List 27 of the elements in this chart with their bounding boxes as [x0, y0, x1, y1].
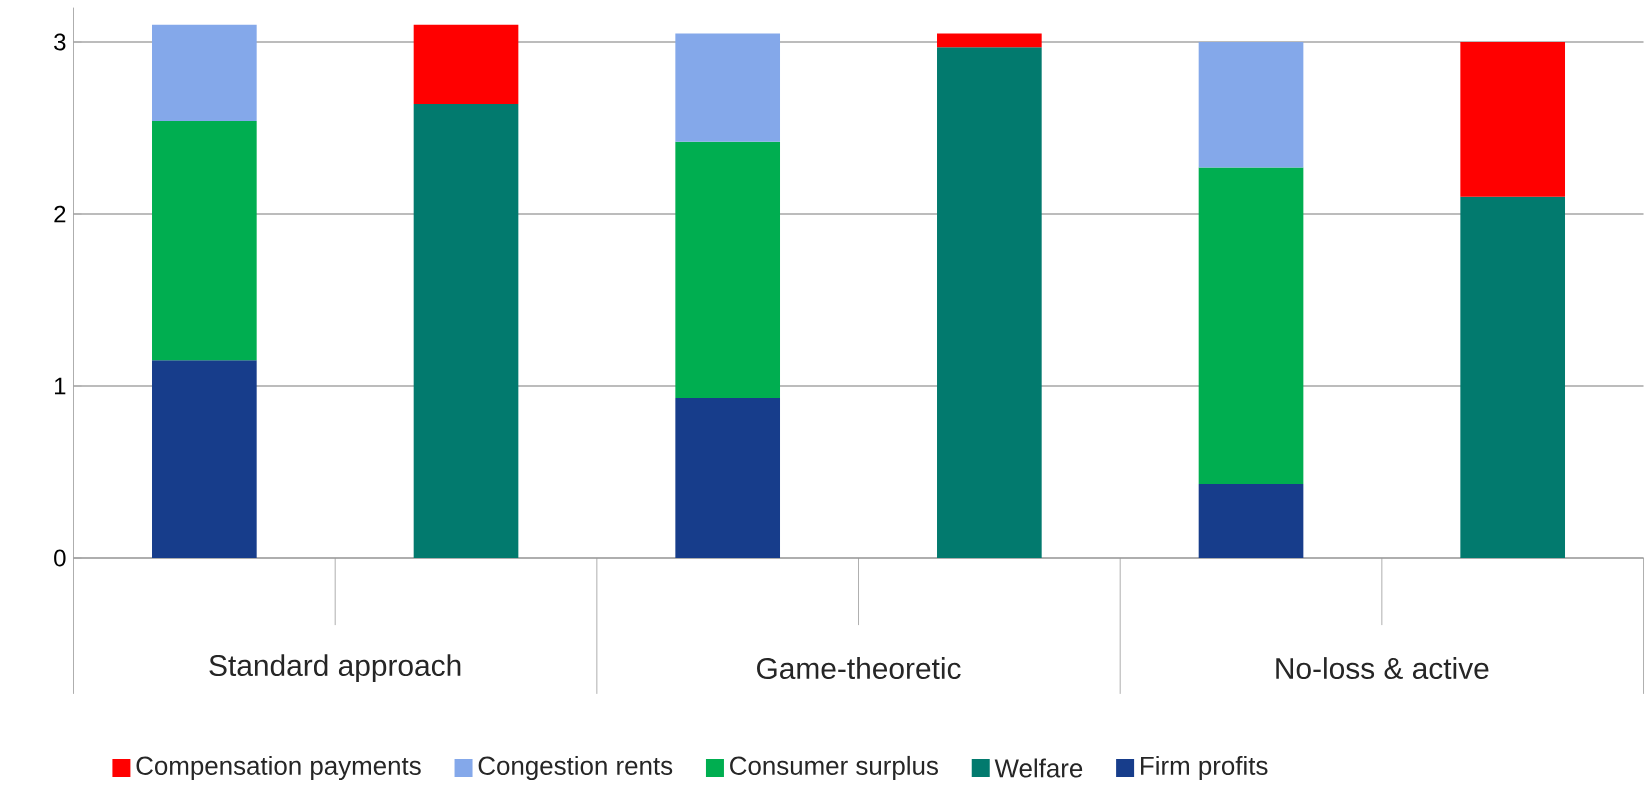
legend-label: Congestion rents: [478, 755, 673, 781]
text: No-loss & active: [1276, 657, 1489, 680]
bar: [675, 141, 781, 399]
legend-label: Firm profits: [1141, 755, 1268, 781]
bar: [937, 33, 1042, 48]
y-tick-label: 3: [54, 33, 66, 51]
bar: [152, 24, 257, 122]
legend-label: Compensation payments: [136, 755, 421, 781]
y-tick-label: 1: [54, 377, 66, 395]
bar: [1198, 167, 1304, 485]
bar: [1460, 42, 1566, 197]
legend-label: Welfare: [994, 758, 1083, 778]
bar: [1198, 484, 1304, 558]
bar: [413, 24, 519, 104]
bar: [152, 360, 257, 558]
bar: [1198, 42, 1304, 168]
bar: [152, 121, 257, 361]
text: Standard approach: [209, 654, 461, 682]
text: Game-theoretic: [757, 657, 961, 680]
bar: [413, 103, 519, 558]
bar: [1460, 196, 1566, 558]
y-tick-label: 0: [54, 549, 66, 567]
bar: [675, 33, 781, 142]
bar: [675, 398, 781, 558]
y-tick-label: 2: [54, 205, 66, 223]
bar: [937, 47, 1042, 558]
legend-label: Consumer surplus: [730, 755, 938, 781]
